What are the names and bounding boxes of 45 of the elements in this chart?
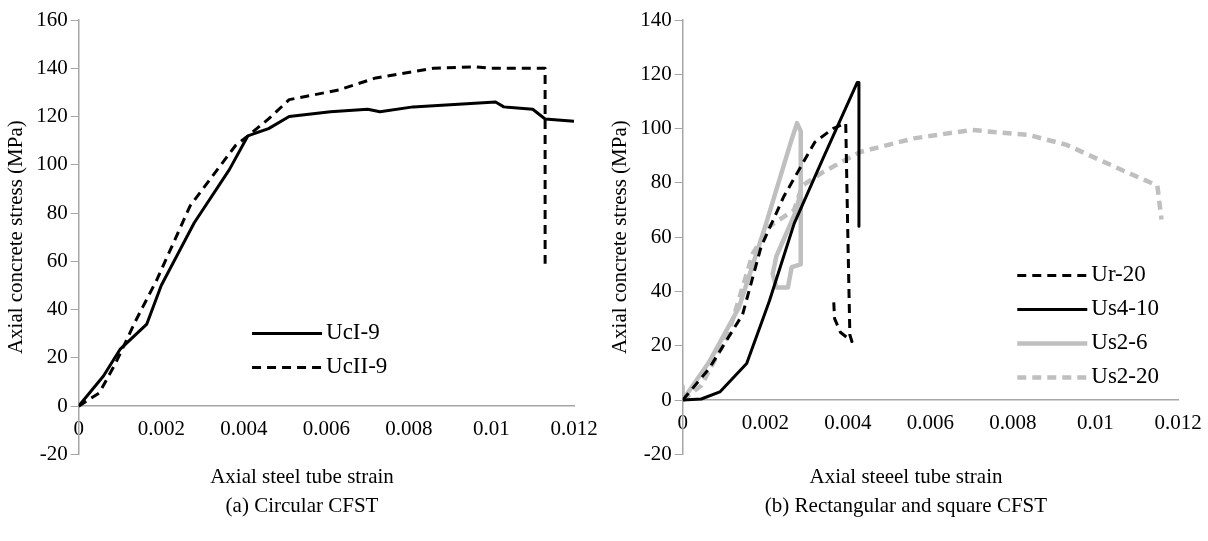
legend-label: UcII-9 [326, 353, 388, 379]
y-tick-label: -20 [39, 440, 68, 465]
x-tick-label: 0.012 [550, 416, 598, 441]
y-tick-label: 60 [650, 223, 672, 248]
y-tick-label: 80 [46, 199, 68, 224]
y-tick-label: 0 [661, 386, 672, 411]
y-axis-title: Axial concrete stress (MPa) [3, 120, 28, 355]
y-tick-label: 40 [46, 296, 68, 321]
legend-label: UcI-9 [326, 319, 380, 345]
y-tick-label: 100 [640, 115, 672, 140]
legend-label: Us4-10 [1091, 295, 1160, 321]
text: (b) Rectangular and square CFST [763, 493, 1049, 518]
y-tick-label: 160 [36, 6, 68, 31]
y-tick-label: 20 [650, 332, 672, 357]
y-tick-label: 20 [46, 344, 68, 369]
y-tick-label: 0 [57, 392, 68, 417]
x-tick-label: 0.006 [302, 416, 350, 441]
legend-label: Us2-20 [1091, 363, 1160, 389]
x-tick-label: 0.008 [989, 410, 1037, 435]
x-tick-label: 0.002 [137, 416, 185, 441]
y-tick-label: 140 [36, 54, 68, 79]
y-axis-title: Axial concrete stress (MPa) [607, 120, 632, 355]
x-tick-label: 0.01 [473, 416, 510, 441]
legend-label: Us2-6 [1091, 329, 1148, 355]
x-tick-label: 0 [677, 410, 688, 435]
y-tick-label: 40 [650, 278, 672, 303]
legend-label: Ur-20 [1091, 261, 1146, 287]
x-axis-title: Axial steel tube strain [209, 464, 395, 489]
x-tick-label: 0.002 [741, 410, 789, 435]
x-tick-label: 0.01 [1077, 410, 1114, 435]
x-tick-label: 0.006 [906, 410, 954, 435]
y-tick-label: 100 [36, 151, 68, 176]
x-tick-label: 0.012 [1154, 410, 1202, 435]
y-tick-label: -20 [643, 440, 672, 465]
text: (a) Circular CFST [224, 493, 380, 518]
y-tick-label: 120 [640, 60, 672, 85]
y-tick-label: 120 [36, 103, 68, 128]
x-tick-label: 0 [73, 416, 84, 441]
x-axis-title: Axial steeel tube strain [808, 464, 1004, 489]
x-tick-label: 0.008 [385, 416, 433, 441]
y-tick-label: 80 [650, 169, 672, 194]
x-tick-label: 0.004 [220, 416, 268, 441]
y-tick-label: 140 [640, 6, 672, 31]
y-tick-label: 60 [46, 247, 68, 272]
x-tick-label: 0.004 [824, 410, 872, 435]
